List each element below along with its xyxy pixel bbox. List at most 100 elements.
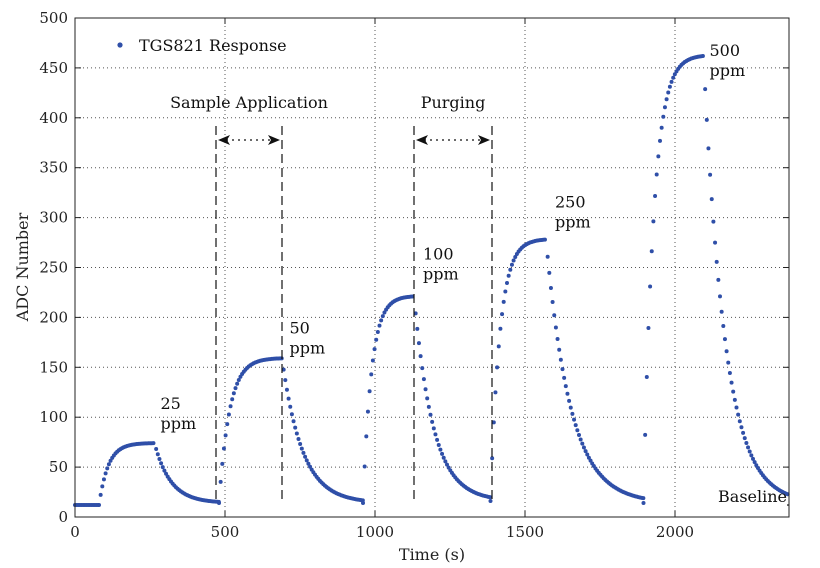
data-point	[151, 441, 156, 446]
data-point	[103, 471, 108, 476]
purging-bracket-arrow-right	[478, 135, 490, 145]
y-tick-label: 500	[39, 9, 68, 27]
data-point	[644, 375, 649, 380]
data-point	[731, 389, 736, 394]
y-tick-label: 450	[39, 59, 68, 77]
data-point	[586, 455, 591, 460]
data-point	[654, 172, 659, 177]
data-point	[98, 492, 103, 497]
data-point	[744, 440, 749, 445]
data-point	[709, 197, 714, 202]
data-point	[221, 446, 226, 451]
data-point	[438, 447, 443, 452]
data-point	[291, 419, 296, 424]
y-tick-label: 200	[39, 308, 68, 326]
data-point	[443, 459, 448, 464]
data-point	[555, 336, 560, 341]
data-point	[581, 445, 586, 450]
peak-label-unit: ppm	[710, 61, 746, 80]
data-point	[661, 114, 666, 119]
legend: TGS821 Response	[117, 36, 287, 55]
data-point	[570, 411, 575, 416]
data-point	[585, 452, 590, 457]
data-point	[716, 277, 721, 282]
data-point	[365, 409, 370, 414]
data-point	[547, 270, 552, 275]
data-point	[487, 495, 492, 500]
data-point	[562, 375, 567, 380]
data-point	[550, 300, 555, 305]
y-tick-label: 300	[39, 209, 68, 227]
data-point	[700, 53, 705, 58]
data-point	[500, 312, 505, 317]
data-point	[711, 219, 716, 224]
data-point	[235, 381, 240, 386]
y-tick-label: 350	[39, 159, 68, 177]
y-tick-label: 250	[39, 259, 68, 277]
data-point	[746, 445, 751, 450]
data-point	[374, 337, 379, 342]
y-tick-label: 100	[39, 408, 68, 426]
sample-application-bracket: Sample Application	[170, 93, 328, 503]
baseline-annotation: Baseline	[718, 487, 789, 506]
peak-label-unit: ppm	[290, 338, 326, 357]
data-point	[108, 458, 113, 463]
x-tick-label: 1500	[506, 523, 544, 541]
data-point	[288, 404, 293, 409]
data-point	[159, 461, 164, 466]
data-point	[217, 501, 221, 506]
data-point	[553, 325, 558, 330]
data-point	[508, 267, 513, 272]
peak-label-unit: ppm	[555, 213, 591, 232]
data-point	[303, 454, 308, 459]
data-point	[706, 146, 711, 151]
data-point	[737, 419, 742, 424]
data-point	[379, 318, 384, 323]
data-point	[231, 391, 236, 396]
data-point	[669, 79, 674, 84]
data-point	[664, 97, 669, 102]
data-point	[545, 254, 550, 259]
y-tick-label: 150	[39, 358, 68, 376]
data-point	[380, 314, 385, 319]
data-point	[236, 377, 241, 382]
data-point	[367, 389, 372, 394]
x-axis-title: Time (s)	[399, 545, 465, 564]
data-point	[732, 397, 737, 402]
data-point	[671, 75, 676, 80]
purging-bracket: Purging	[413, 93, 493, 503]
data-point	[223, 433, 228, 438]
data-point	[651, 219, 656, 224]
data-point	[490, 456, 495, 461]
data-point	[441, 455, 446, 460]
peak-label-unit: ppm	[423, 265, 459, 284]
data-point	[286, 396, 291, 401]
data-point	[666, 90, 671, 95]
data-point	[488, 499, 493, 504]
data-point	[751, 456, 755, 461]
data-point	[294, 431, 299, 436]
x-tick-label: 1000	[356, 523, 394, 541]
peak-label-value: 25	[161, 394, 181, 413]
data-point	[548, 285, 553, 290]
data-point	[511, 258, 516, 263]
data-point	[498, 326, 503, 331]
data-point	[724, 349, 729, 354]
data-point	[708, 172, 713, 177]
data-point	[377, 323, 382, 328]
y-tick-label: 0	[58, 508, 68, 526]
data-point	[493, 390, 498, 395]
data-point	[496, 344, 501, 349]
data-point	[719, 309, 724, 314]
data-point	[382, 310, 387, 315]
data-point	[578, 437, 583, 442]
data-point	[416, 341, 421, 346]
data-point	[575, 428, 580, 433]
data-point	[162, 468, 167, 473]
peak-label-value: 500	[710, 41, 741, 60]
